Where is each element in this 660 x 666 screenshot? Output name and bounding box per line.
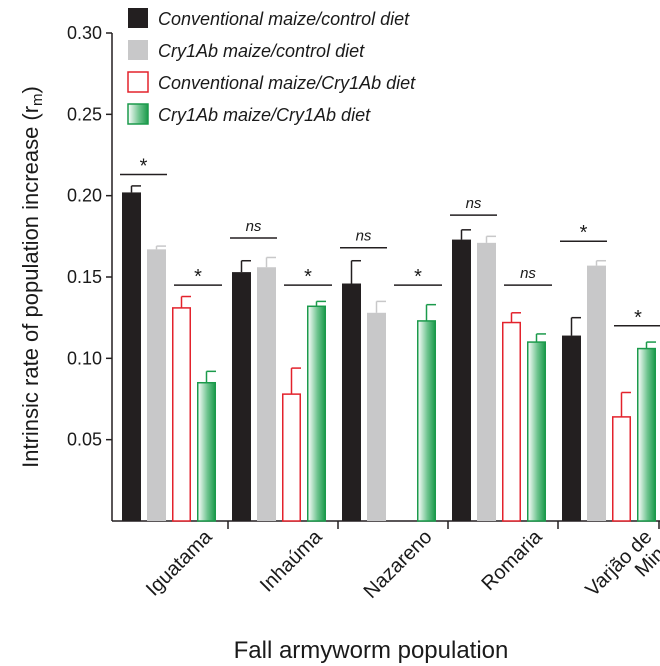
bars xyxy=(122,186,656,521)
x-tick-label: Inhaúma xyxy=(256,525,327,596)
significance-label: ns xyxy=(520,265,536,282)
bar xyxy=(283,394,301,521)
legend-swatch xyxy=(128,40,148,60)
bar xyxy=(232,272,251,521)
bar xyxy=(308,306,326,521)
bar xyxy=(587,266,606,521)
y-axis-label: Intrinsic rate of population increase (r… xyxy=(18,86,46,468)
y-tick-label: 0.05 xyxy=(67,430,102,450)
y-tick-label: 0.15 xyxy=(67,267,102,287)
bar xyxy=(257,267,276,521)
x-tick-label: Varjão deMinas xyxy=(581,513,660,616)
significance-label: ns xyxy=(356,228,372,245)
bar xyxy=(198,383,216,521)
bar xyxy=(147,249,166,521)
significance-label: * xyxy=(414,266,422,288)
legend-label: Conventional maize/Cry1Ab diet xyxy=(158,73,416,93)
significance-label: * xyxy=(140,156,148,178)
significance-label: ns xyxy=(246,218,262,235)
significance-label: ns xyxy=(466,195,482,212)
significance-label: * xyxy=(194,266,202,288)
x-tick-label: Iguatama xyxy=(142,525,217,600)
bar xyxy=(613,417,631,521)
bar xyxy=(638,349,656,521)
bar xyxy=(562,336,581,521)
legend-swatch xyxy=(128,72,148,92)
x-tick-label: Romaria xyxy=(478,525,548,595)
legend-swatch xyxy=(128,8,148,28)
bar xyxy=(418,321,436,521)
legend-label: Cry1Ab maize/control diet xyxy=(158,41,365,61)
legend: Conventional maize/control diet Cry1Ab ma… xyxy=(128,8,416,125)
bar xyxy=(503,323,521,521)
legend-swatch xyxy=(128,104,148,124)
significance-label: * xyxy=(580,222,588,244)
x-axis-label: Fall armyworm population xyxy=(234,637,509,664)
significance-label: * xyxy=(304,266,312,288)
bar xyxy=(477,243,496,521)
bar xyxy=(342,284,361,521)
legend-label: Conventional maize/control diet xyxy=(158,9,410,29)
legend-label: Cry1Ab maize/Cry1Ab diet xyxy=(158,105,371,125)
x-tick-label: Nazareno xyxy=(360,526,437,603)
bar xyxy=(528,342,546,521)
bar xyxy=(367,313,386,521)
y-tick-label: 0.10 xyxy=(67,348,102,368)
bar xyxy=(122,192,141,521)
y-tick-label: 0.20 xyxy=(67,186,102,206)
significance-label: * xyxy=(634,307,642,329)
significance-markers: * * ns * ns * ns ns * * xyxy=(120,156,660,329)
y-tick-label: 0.30 xyxy=(67,23,102,43)
bar xyxy=(452,240,471,521)
y-tick-label: 0.25 xyxy=(67,104,102,124)
bar xyxy=(173,308,191,521)
